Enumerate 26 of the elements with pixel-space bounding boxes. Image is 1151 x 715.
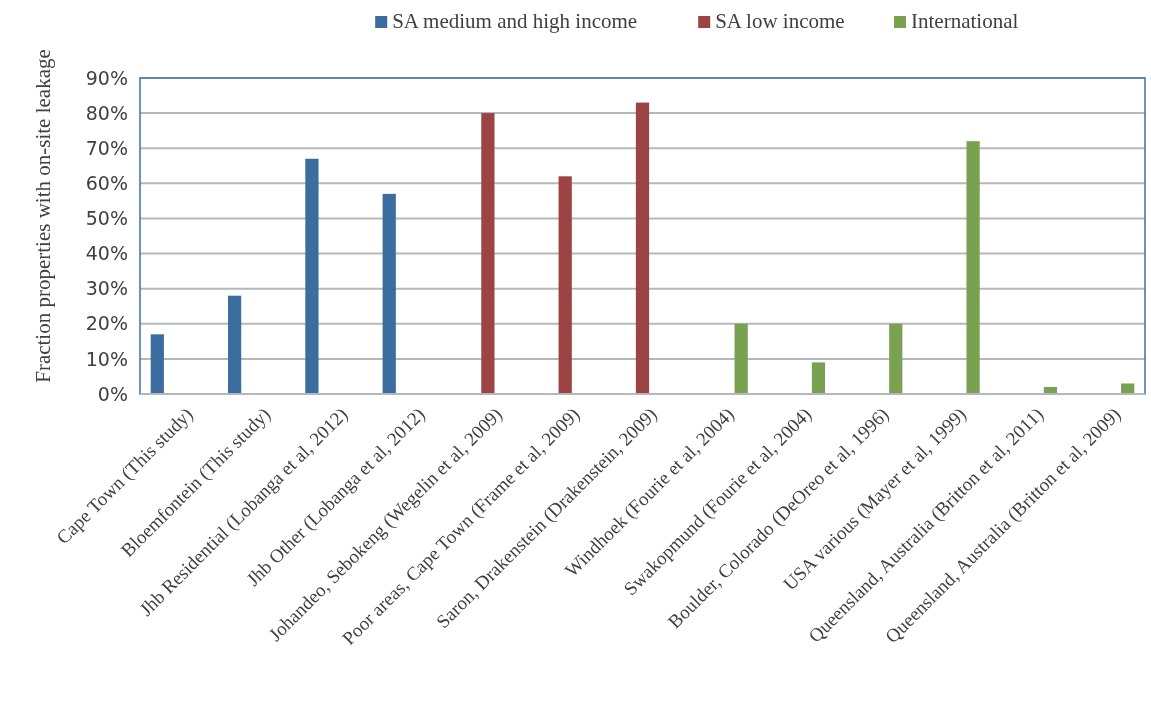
- bar: [635, 102, 650, 394]
- bar: [150, 334, 164, 394]
- bar: [1121, 383, 1135, 394]
- y-tick-label: 50%: [85, 207, 128, 230]
- legend-label: SA low income: [715, 9, 845, 33]
- bar: [889, 323, 903, 394]
- y-axis-title: Fraction properties with on-site leakage: [31, 49, 55, 383]
- bar: [558, 176, 572, 394]
- y-tick-label: 10%: [85, 347, 128, 370]
- bar: [811, 362, 826, 394]
- y-tick-label: 60%: [85, 171, 128, 194]
- bar: [734, 323, 748, 394]
- bar: [305, 158, 319, 394]
- legend-label: SA medium and high income: [392, 9, 638, 33]
- y-tick-label: 90%: [85, 66, 128, 89]
- bar: [966, 141, 980, 394]
- y-tick-label: 30%: [85, 277, 128, 300]
- y-tick-label: 70%: [85, 136, 128, 159]
- legend-label: International: [911, 9, 1019, 33]
- bar: [481, 113, 495, 394]
- y-tick-label: 20%: [85, 312, 128, 335]
- bar: [227, 295, 242, 394]
- y-tick-label: 0%: [97, 382, 128, 405]
- y-tick-label: 40%: [85, 242, 128, 265]
- y-tick-label: 80%: [85, 101, 128, 124]
- bar: [382, 193, 396, 394]
